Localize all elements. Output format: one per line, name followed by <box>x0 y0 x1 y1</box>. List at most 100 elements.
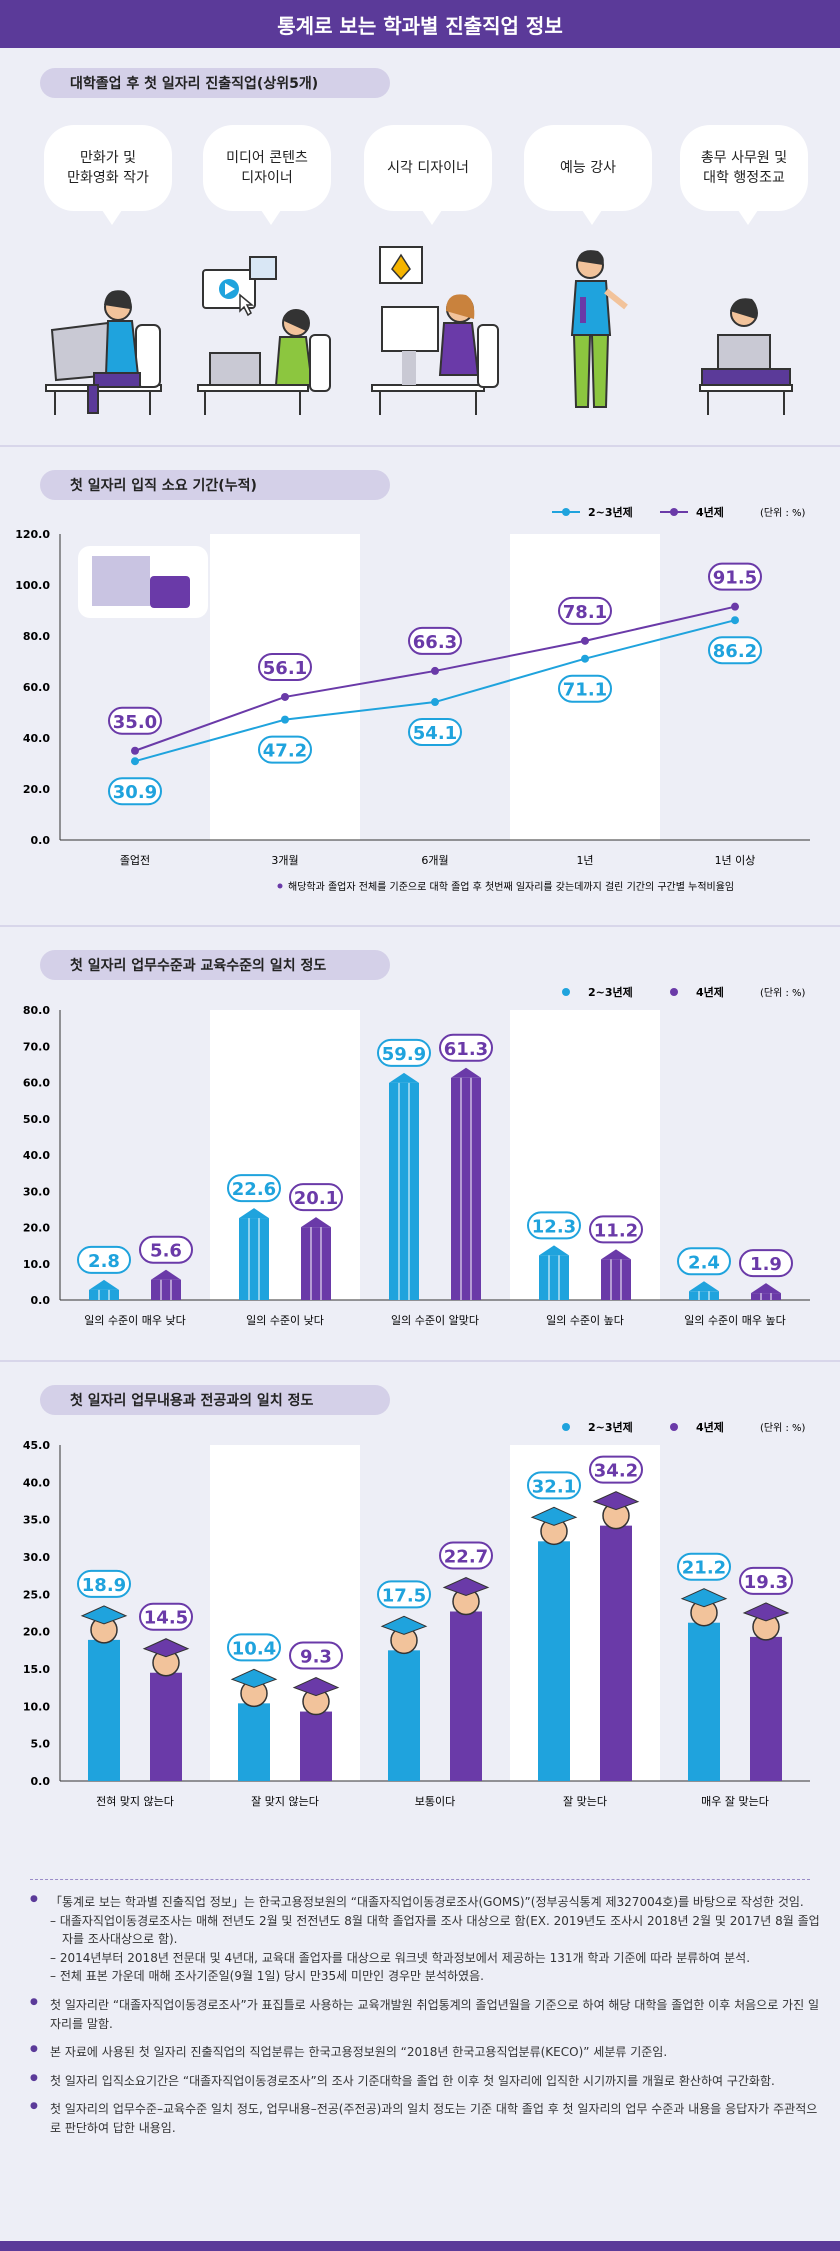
data-label: 21.2 <box>682 1558 726 1579</box>
data-label-bubble <box>377 1038 431 1067</box>
data-label: 78.1 <box>563 602 607 623</box>
chart-note: 해당학과 졸업자 전체를 기준으로 대학 졸업 후 첫번째 일자리를 갖는데까지… <box>288 880 734 893</box>
marker-2-3yr <box>581 654 589 663</box>
section-title-jobs: 대학졸업 후 첫 일자리 진출직업(상위5개) <box>40 68 390 98</box>
data-label-bubble <box>708 562 762 591</box>
graduation-cap-icon <box>442 1576 490 1597</box>
data-label: 10.4 <box>232 1638 276 1659</box>
x-tick-label: 일의 수준이 낮다 <box>246 1313 324 1327</box>
data-label: 32.1 <box>532 1476 576 1497</box>
bar-2-3yr <box>239 1218 269 1300</box>
y-tick-label: 40.0 <box>23 732 50 745</box>
x-tick-label: 일의 수준이 매우 낮다 <box>84 1313 186 1327</box>
bar-2-3yr <box>89 1289 119 1300</box>
cumulative-period-line-chart: 2~3년제 4년제 (단위 : %) 0.0 20.0 40.0 60.0 80.0 100.0… <box>15 505 810 893</box>
data-label-bubble <box>289 1641 343 1670</box>
data-label-bubble <box>527 1471 581 1500</box>
job-bubble-1: 만화가 및 만화영화 작가 <box>44 125 172 225</box>
x-tick-label: 일의 수준이 높다 <box>546 1313 624 1327</box>
y-tick-label: 20.0 <box>23 1626 50 1639</box>
footnote-text: 본 자료에 사용된 첫 일자리 진출직업의 직업분류는 한국고용정보원의 “20… <box>50 2045 668 2060</box>
data-label-bubble <box>258 652 312 681</box>
footnote: 첫 일자리의 업무수준–교육수준 일치 정도, 업무내용–전공(주전공)과의 일… <box>30 2100 820 2137</box>
data-label-bubble <box>408 626 462 655</box>
bar-4yr <box>301 1227 331 1300</box>
pencil-tip <box>751 1283 781 1294</box>
footnote-text: 「통계로 보는 학과별 진출직업 정보」는 한국고용정보원의 “대졸자직업이동경… <box>50 1895 804 1909</box>
work-level-bar-chart: 2~3년제 4년제 (단위 : %) 0.0 10.0 20.0 30.0 40.0 50.0 6… <box>23 985 810 1327</box>
y-tick-label: 30.0 <box>23 1185 50 1198</box>
data-label: 2.8 <box>88 1251 120 1272</box>
clerk-illustration <box>699 298 793 415</box>
data-label-bubble <box>139 1602 193 1631</box>
data-label-bubble <box>227 1633 281 1662</box>
footnote-text: 첫 일자리란 “대졸자직업이동경로조사”가 표집틀로 사용하는 교육개발원 취업… <box>50 1997 819 2031</box>
calendar-icon <box>92 556 150 606</box>
notes-divider <box>30 1879 810 1880</box>
cartoonist-illustration <box>45 290 162 415</box>
job-bubble-5: 총무 사무원 및 대학 행정조교 <box>680 125 808 225</box>
data-label-bubble <box>439 1033 493 1062</box>
graduation-cap-icon <box>230 1668 278 1688</box>
data-label-bubble <box>558 596 612 625</box>
y-tick-label: 30.0 <box>23 1551 50 1564</box>
job-bubble-4: 예능 강사 <box>524 125 652 225</box>
data-label: 12.3 <box>532 1216 576 1237</box>
footnote-subitem: – 대졸자직업이동경로조사는 매해 전년도 2월 및 전전년도 8월 대학 졸업… <box>50 1913 820 1947</box>
y-tick-label: 60.0 <box>23 1077 50 1090</box>
section-title-period: 첫 일자리 입직 소요 기간(누적) <box>40 470 390 500</box>
data-label-bubble <box>227 1174 281 1203</box>
pencil-tip <box>389 1072 419 1083</box>
pencil-tip <box>601 1249 631 1260</box>
marker-4yr <box>731 602 739 611</box>
data-label: 86.2 <box>713 641 757 662</box>
footnote-text: 첫 일자리의 업무수준–교육수준 일치 정도, 업무내용–전공(주전공)과의 일… <box>50 2102 818 2135</box>
data-label-bubble <box>289 1183 343 1212</box>
pencil-tip <box>89 1279 119 1290</box>
y-tick-label: 5.0 <box>31 1738 51 1751</box>
x-tick-label: 1년 이상 <box>715 854 756 867</box>
marker-2-3yr <box>131 757 139 766</box>
legend-unit: (단위 : %) <box>760 506 806 519</box>
data-label-bubble <box>108 777 162 806</box>
pencil-tip <box>151 1269 181 1280</box>
bar-2-3yr <box>539 1255 569 1300</box>
y-tick-label: 120.0 <box>15 528 50 541</box>
data-label: 17.5 <box>382 1585 426 1606</box>
x-tick-label: 잘 맞지 않는다 <box>251 1795 319 1808</box>
y-tick-label: 15.0 <box>23 1663 50 1676</box>
y-tick-label: 20.0 <box>23 1222 50 1235</box>
y-tick-label: 0.0 <box>31 834 51 847</box>
legend-unit: (단위 : %) <box>760 986 806 999</box>
data-label: 14.5 <box>144 1608 188 1629</box>
x-tick-label: 전혀 맞지 않는다 <box>96 1795 174 1808</box>
marker-2-3yr <box>431 698 439 707</box>
graduation-cap-icon <box>742 1602 790 1622</box>
y-tick-label: 70.0 <box>23 1040 50 1053</box>
x-tick-label: 일의 수준이 매우 높다 <box>684 1313 786 1327</box>
legend-unit: (단위 : %) <box>760 1421 806 1434</box>
visual-designer-illustration <box>371 246 499 415</box>
column-band <box>210 1010 360 1300</box>
briefcase-icon <box>150 576 190 608</box>
media-designer-illustration <box>197 256 331 415</box>
marker-4yr <box>131 746 139 755</box>
graduation-cap-icon <box>592 1491 640 1511</box>
data-label-bubble <box>77 1569 131 1598</box>
marker-2-3yr <box>731 616 739 625</box>
legend-label-4yr: 4년제 <box>696 505 724 519</box>
data-label: 22.7 <box>444 1547 488 1568</box>
data-label-bubble <box>108 706 162 735</box>
data-label: 47.2 <box>263 741 307 762</box>
section-title-major-match: 첫 일자리 업무내용과 전공과의 일치 정도 <box>40 1385 390 1415</box>
footnotes: 「통계로 보는 학과별 진출직업 정보」는 한국고용정보원의 “대졸자직업이동경… <box>30 1893 820 2148</box>
column-band <box>210 534 360 840</box>
data-label: 66.3 <box>413 632 457 653</box>
graduation-cap-icon <box>530 1506 578 1526</box>
job-bubble-3: 시각 디자이너 <box>364 125 492 225</box>
data-label-bubble <box>377 1580 431 1609</box>
page-title: 통계로 보는 학과별 진출직업 정보 <box>277 13 563 38</box>
x-tick-label: 6개월 <box>421 854 448 867</box>
data-label-bubble <box>708 636 762 665</box>
footnote: 「통계로 보는 학과별 진출직업 정보」는 한국고용정보원의 “대졸자직업이동경… <box>30 1893 820 1986</box>
